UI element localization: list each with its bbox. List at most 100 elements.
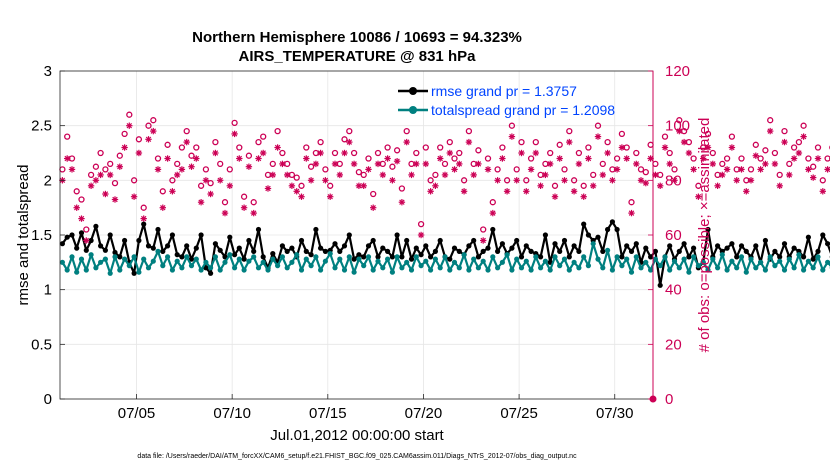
data-point [394,232,400,238]
obs-assimilated-marker [503,188,511,195]
obs-assimilated-marker [92,177,100,184]
data-point [112,249,118,256]
obs-assimilated-marker [360,182,367,190]
obs-assimilated-marker [207,190,214,198]
data-point [141,221,147,227]
obs-assimilated-marker [666,160,673,168]
data-point [633,254,639,260]
data-point [518,265,525,271]
data-point [188,256,195,262]
obs-possible-marker [671,166,678,173]
obs-possible-marker [513,166,520,173]
data-point [514,256,520,262]
y-tick-label-left: 0 [44,391,52,408]
obs-assimilated-marker [121,144,128,151]
obs-assimilated-marker [513,177,520,184]
obs-assimilated-marker [250,209,257,217]
data-point [638,265,644,271]
obs-possible-marker [532,138,539,146]
data-point [341,243,348,249]
data-point [681,256,687,262]
obs-possible-marker [518,138,525,146]
obs-possible-marker [417,220,425,228]
obs-possible-marker [719,160,726,168]
obs-possible-marker [551,182,559,189]
obs-possible-marker [527,155,535,162]
obs-possible-marker [355,168,363,176]
obs-possible-marker [446,138,453,146]
obs-assimilated-marker [437,155,444,162]
obs-assimilated-marker [728,144,736,151]
obs-assimilated-marker [685,149,693,157]
data-point [662,254,668,260]
data-point [413,254,419,260]
data-point [547,267,553,273]
obs-assimilated-marker [456,160,463,168]
data-point [375,254,381,260]
obs-possible-marker [226,166,233,173]
data-point [332,265,338,271]
obs-assimilated-marker [700,155,707,162]
data-point [117,267,123,273]
right-axis-zero-marker [649,395,657,403]
data-point [145,265,152,271]
obs-possible-marker [159,188,166,195]
data-point [102,256,108,262]
obs-possible-marker [197,182,205,189]
data-point [686,269,692,275]
data-point [179,265,185,271]
obs-assimilated-marker [604,149,611,157]
obs-possible-marker [776,171,783,179]
data-point [758,259,764,265]
obs-possible-marker [618,130,626,138]
data-point [753,265,759,271]
data-point [490,254,496,260]
data-point [815,248,821,254]
data-point [504,252,510,258]
data-point [98,243,104,249]
obs-possible-marker [566,127,573,135]
data-point [825,241,830,247]
obs-possible-marker [633,149,640,157]
data-point [270,256,276,262]
obs-assimilated-marker [327,193,334,200]
obs-possible-marker [762,147,769,154]
data-point [303,248,309,254]
y-tick-label-left: 0.5 [31,336,52,353]
data-point [781,241,788,247]
data-point [461,252,467,258]
data-point [303,256,309,262]
data-point [700,259,706,265]
data-point [734,254,740,260]
data-point [471,256,477,262]
obs-assimilated-marker [341,149,348,157]
obs-assimilated-marker [83,237,90,244]
obs-possible-marker [78,196,85,203]
obs-possible-marker [384,144,391,151]
data-point [380,265,386,271]
obs-assimilated-marker [212,149,219,157]
obs-assimilated-marker [264,185,272,192]
data-point [322,248,328,254]
obs-assimilated-marker [532,149,539,157]
data-point [165,243,171,249]
data-point [222,259,228,265]
obs-assimilated-marker [145,136,152,143]
data-point [385,248,391,254]
obs-assimilated-marker [130,193,138,200]
obs-possible-marker [590,171,597,179]
data-point [614,254,620,260]
obs-assimilated-marker [126,122,133,129]
data-point [408,267,415,273]
obs-assimilated-marker [336,171,343,179]
data-point [451,259,458,265]
x-tick-label: 07/15 [309,405,347,422]
data-point [576,248,582,254]
series-3 [59,122,830,244]
obs-assimilated-marker [594,133,602,140]
obs-assimilated-marker [637,177,645,184]
obs-assimilated-marker [747,177,755,184]
data-point [322,258,328,264]
data-point [442,254,448,260]
data-point [753,243,759,249]
